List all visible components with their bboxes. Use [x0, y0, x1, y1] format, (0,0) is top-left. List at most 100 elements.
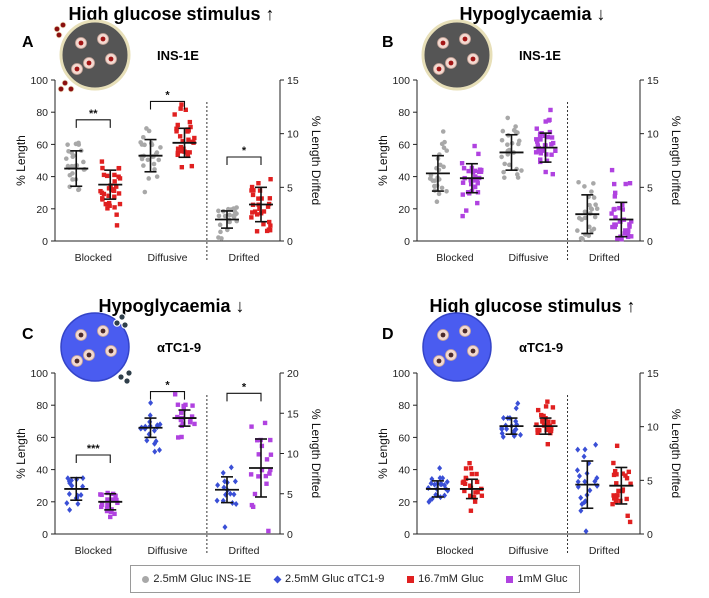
- significance-bracket: ***: [75, 443, 111, 463]
- data-point: [266, 528, 271, 534]
- figure-canvas: High glucose stimulus ↑ A INS-1E 0 20 40 60 80 1…: [14, 4, 683, 557]
- data-point: [547, 129, 553, 135]
- panel-title: High glucose stimulus ↑: [68, 4, 274, 24]
- data-point: [70, 177, 75, 182]
- y2-tick-label: 0: [287, 529, 293, 541]
- data-point: [175, 146, 181, 151]
- data-point: [549, 135, 555, 140]
- series-0: [63, 126, 240, 241]
- data-point: [262, 420, 268, 426]
- data-point: [500, 415, 506, 422]
- data-point: [625, 234, 631, 240]
- data-point: [591, 226, 597, 232]
- series-1: [459, 107, 634, 242]
- data-point: [479, 493, 485, 498]
- significance-label: *: [242, 381, 247, 393]
- data-point: [475, 489, 480, 495]
- y-tick-label: 80: [36, 400, 48, 412]
- data-point: [516, 138, 522, 144]
- significance-bracket: *: [149, 89, 186, 110]
- data-point: [467, 460, 472, 466]
- data-point: [591, 195, 597, 200]
- data-point: [142, 189, 148, 195]
- panel-title: Hypoglycaemia ↓: [459, 4, 605, 24]
- y2-tick-label: 20: [287, 368, 299, 380]
- data-point: [179, 410, 184, 415]
- panel-letter: B: [382, 34, 394, 51]
- secreted-granule: [57, 85, 65, 93]
- data-point: [101, 172, 107, 178]
- data-point: [612, 496, 617, 501]
- data-point: [100, 165, 105, 171]
- data-point: [248, 472, 254, 477]
- secreted-granule: [117, 373, 125, 381]
- data-point: [469, 471, 475, 477]
- data-point: [626, 228, 631, 233]
- data-point: [628, 481, 633, 486]
- data-point: [174, 126, 179, 131]
- data-point: [609, 167, 615, 173]
- cell-body: [59, 19, 131, 91]
- y2-tick-label: 15: [647, 368, 659, 380]
- data-point: [70, 171, 75, 176]
- y2-tick-label: 0: [647, 529, 653, 541]
- data-point: [512, 427, 518, 434]
- data-point: [611, 493, 616, 498]
- data-point: [442, 482, 448, 489]
- y-tick-label: 40: [398, 172, 410, 184]
- data-point: [437, 465, 443, 472]
- data-point: [254, 229, 260, 234]
- data-point: [538, 137, 543, 142]
- legend-label-ins: 2.5mM Gluc INS-1E: [153, 573, 252, 585]
- legend-marker-ins: [142, 575, 150, 583]
- y-axis-label-right: % Length Drifted: [309, 409, 323, 498]
- data-point: [592, 478, 598, 485]
- data-point: [614, 472, 619, 477]
- legend-label-low: 1mM Gluc: [517, 573, 568, 585]
- data-point: [116, 166, 121, 171]
- data-point: [472, 143, 477, 149]
- granule-core: [440, 332, 446, 338]
- data-point: [548, 107, 553, 113]
- data-point: [228, 464, 234, 471]
- bracket-line: [226, 392, 262, 402]
- data-point: [576, 472, 582, 479]
- data-point: [436, 191, 442, 197]
- data-point: [466, 168, 471, 174]
- data-point: [581, 453, 587, 460]
- data-point: [444, 148, 450, 153]
- y-tick-label: 40: [398, 465, 410, 477]
- cell-illustration: [53, 19, 131, 93]
- secreted-granule: [59, 21, 67, 29]
- data-point: [543, 404, 549, 409]
- data-point: [184, 150, 189, 155]
- granule-core: [108, 348, 114, 354]
- data-point: [114, 223, 120, 228]
- data-point: [514, 172, 520, 177]
- data-point: [544, 427, 549, 433]
- y2-tick-label: 5: [287, 489, 293, 501]
- bracket-line: [75, 454, 111, 463]
- data-point: [470, 170, 476, 175]
- data-point: [617, 218, 623, 223]
- data-point: [259, 443, 265, 449]
- data-point: [80, 483, 86, 490]
- data-point: [551, 419, 556, 425]
- granule-core: [78, 40, 84, 46]
- data-point: [214, 497, 220, 504]
- data-point: [546, 419, 551, 424]
- data-point: [461, 166, 467, 171]
- data-point: [505, 115, 511, 121]
- y2-tick-label: 10: [287, 129, 299, 141]
- data-point: [535, 143, 541, 148]
- data-point: [179, 102, 184, 107]
- series-1: [459, 399, 634, 525]
- legend-marker-atc: [273, 575, 282, 583]
- granule-core: [448, 352, 454, 358]
- data-point: [578, 494, 584, 501]
- data-point: [267, 471, 272, 476]
- data-point: [255, 438, 260, 443]
- data-point: [257, 188, 263, 193]
- granule-core: [74, 66, 80, 72]
- data-point: [101, 191, 107, 197]
